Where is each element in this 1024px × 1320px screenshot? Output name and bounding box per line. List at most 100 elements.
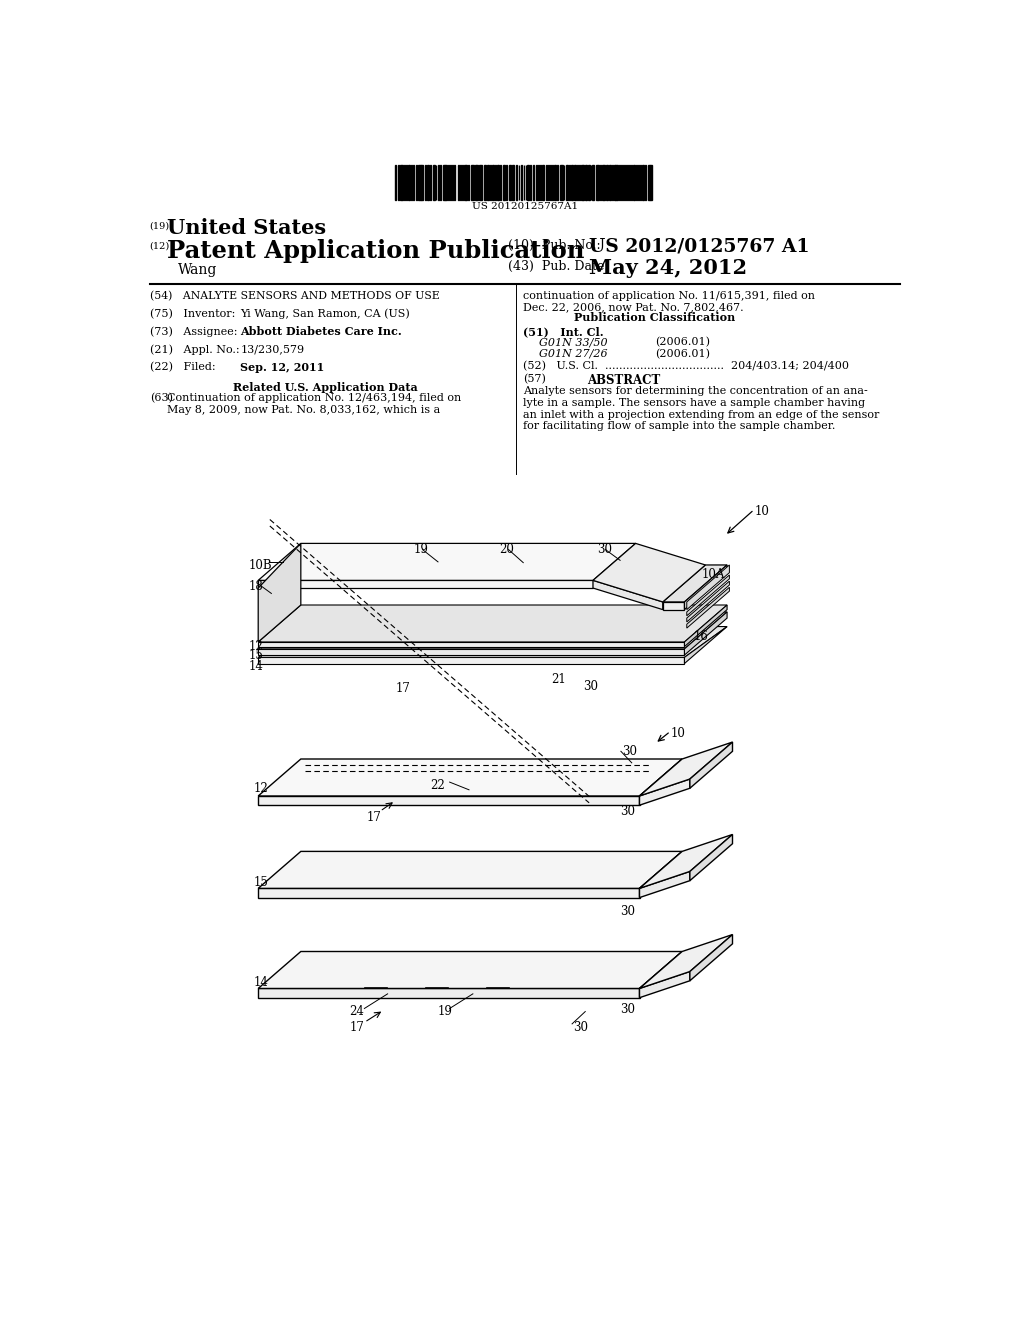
Text: 10: 10 xyxy=(755,506,769,517)
Bar xyxy=(540,165,541,201)
Bar xyxy=(471,165,474,201)
Text: 19: 19 xyxy=(438,1006,453,1019)
Polygon shape xyxy=(258,759,682,796)
Text: 10: 10 xyxy=(671,726,685,739)
Text: 15: 15 xyxy=(248,649,263,661)
Bar xyxy=(609,165,611,201)
Text: (51)   Int. Cl.: (51) Int. Cl. xyxy=(523,326,604,338)
Text: 10A: 10A xyxy=(701,568,725,581)
Polygon shape xyxy=(684,612,727,655)
Text: Sep. 12, 2011: Sep. 12, 2011 xyxy=(241,362,325,372)
Bar xyxy=(464,165,466,201)
Bar xyxy=(418,165,421,201)
Text: 13/230,579: 13/230,579 xyxy=(241,345,304,354)
Bar xyxy=(433,165,434,201)
Bar xyxy=(484,165,486,201)
Text: Patent Application Publication: Patent Application Publication xyxy=(167,239,584,263)
Bar xyxy=(566,165,568,201)
Text: Wang: Wang xyxy=(178,263,218,277)
Text: 14: 14 xyxy=(254,977,268,989)
Bar xyxy=(571,165,573,201)
Text: 19: 19 xyxy=(414,544,428,557)
Polygon shape xyxy=(684,627,727,664)
Text: 17: 17 xyxy=(395,682,411,696)
Polygon shape xyxy=(258,642,684,647)
Text: 30: 30 xyxy=(623,744,638,758)
Bar xyxy=(509,165,511,201)
Polygon shape xyxy=(593,544,706,602)
Bar xyxy=(557,165,558,201)
Text: (54)   ANALYTE SENSORS AND METHODS OF USE: (54) ANALYTE SENSORS AND METHODS OF USE xyxy=(150,290,439,301)
Bar xyxy=(506,165,507,201)
Bar xyxy=(618,165,621,201)
Bar xyxy=(627,165,629,201)
Bar xyxy=(404,165,406,201)
Text: 21: 21 xyxy=(551,673,565,686)
Bar xyxy=(500,165,501,201)
Bar xyxy=(527,165,529,201)
Polygon shape xyxy=(593,581,663,610)
Bar xyxy=(442,165,444,201)
Bar xyxy=(400,165,403,201)
Bar xyxy=(427,165,429,201)
Bar xyxy=(631,165,632,201)
Polygon shape xyxy=(258,605,727,642)
Polygon shape xyxy=(258,612,727,649)
Text: 10B: 10B xyxy=(248,558,271,572)
Bar xyxy=(450,165,452,201)
Bar xyxy=(650,165,652,201)
Polygon shape xyxy=(640,952,682,998)
Bar xyxy=(440,165,441,201)
Text: Related U.S. Application Data: Related U.S. Application Data xyxy=(233,381,418,393)
Text: G01N 27/26: G01N 27/26 xyxy=(539,348,607,359)
Bar xyxy=(421,165,423,201)
Polygon shape xyxy=(687,576,729,615)
Text: continuation of application No. 11/615,391, filed on
Dec. 22, 2006, now Pat. No.: continuation of application No. 11/615,3… xyxy=(523,290,815,313)
Polygon shape xyxy=(640,935,732,989)
Polygon shape xyxy=(258,544,636,581)
Polygon shape xyxy=(690,834,732,880)
Bar xyxy=(569,165,570,201)
Text: 30: 30 xyxy=(621,906,635,919)
Text: US 2012/0125767 A1: US 2012/0125767 A1 xyxy=(589,238,810,256)
Text: 20: 20 xyxy=(499,544,514,557)
Text: United States: United States xyxy=(167,218,326,239)
Bar xyxy=(493,165,494,201)
Bar xyxy=(581,165,583,201)
Bar xyxy=(625,165,626,201)
Bar xyxy=(542,165,544,201)
Polygon shape xyxy=(258,581,593,589)
Bar xyxy=(615,165,617,201)
Text: (2006.01): (2006.01) xyxy=(655,348,710,359)
Text: (10)  Pub. No.:: (10) Pub. No.: xyxy=(508,239,600,252)
Polygon shape xyxy=(663,565,727,602)
Polygon shape xyxy=(684,605,727,647)
Text: (57): (57) xyxy=(523,374,546,384)
Polygon shape xyxy=(687,565,729,610)
Polygon shape xyxy=(258,796,640,805)
Text: 30: 30 xyxy=(584,681,598,693)
Bar xyxy=(606,165,607,201)
Bar xyxy=(497,165,498,201)
Polygon shape xyxy=(258,657,684,664)
Polygon shape xyxy=(687,587,729,628)
Text: Yi Wang, San Ramon, CA (US): Yi Wang, San Ramon, CA (US) xyxy=(241,309,411,319)
Bar xyxy=(412,165,413,201)
Bar xyxy=(409,165,410,201)
Bar xyxy=(647,165,649,201)
Bar xyxy=(452,165,453,201)
Bar xyxy=(512,165,514,201)
Bar xyxy=(503,165,505,201)
Text: (73)   Assignee:: (73) Assignee: xyxy=(150,326,238,337)
Text: May 24, 2012: May 24, 2012 xyxy=(589,259,748,279)
Text: 18: 18 xyxy=(248,581,263,594)
Polygon shape xyxy=(640,871,690,898)
Polygon shape xyxy=(258,649,684,655)
Text: 30: 30 xyxy=(597,544,612,557)
Polygon shape xyxy=(258,627,727,657)
Text: (12): (12) xyxy=(150,242,170,251)
Text: 15: 15 xyxy=(254,876,268,890)
Polygon shape xyxy=(258,989,640,998)
Bar xyxy=(397,165,399,201)
Bar xyxy=(602,165,604,201)
